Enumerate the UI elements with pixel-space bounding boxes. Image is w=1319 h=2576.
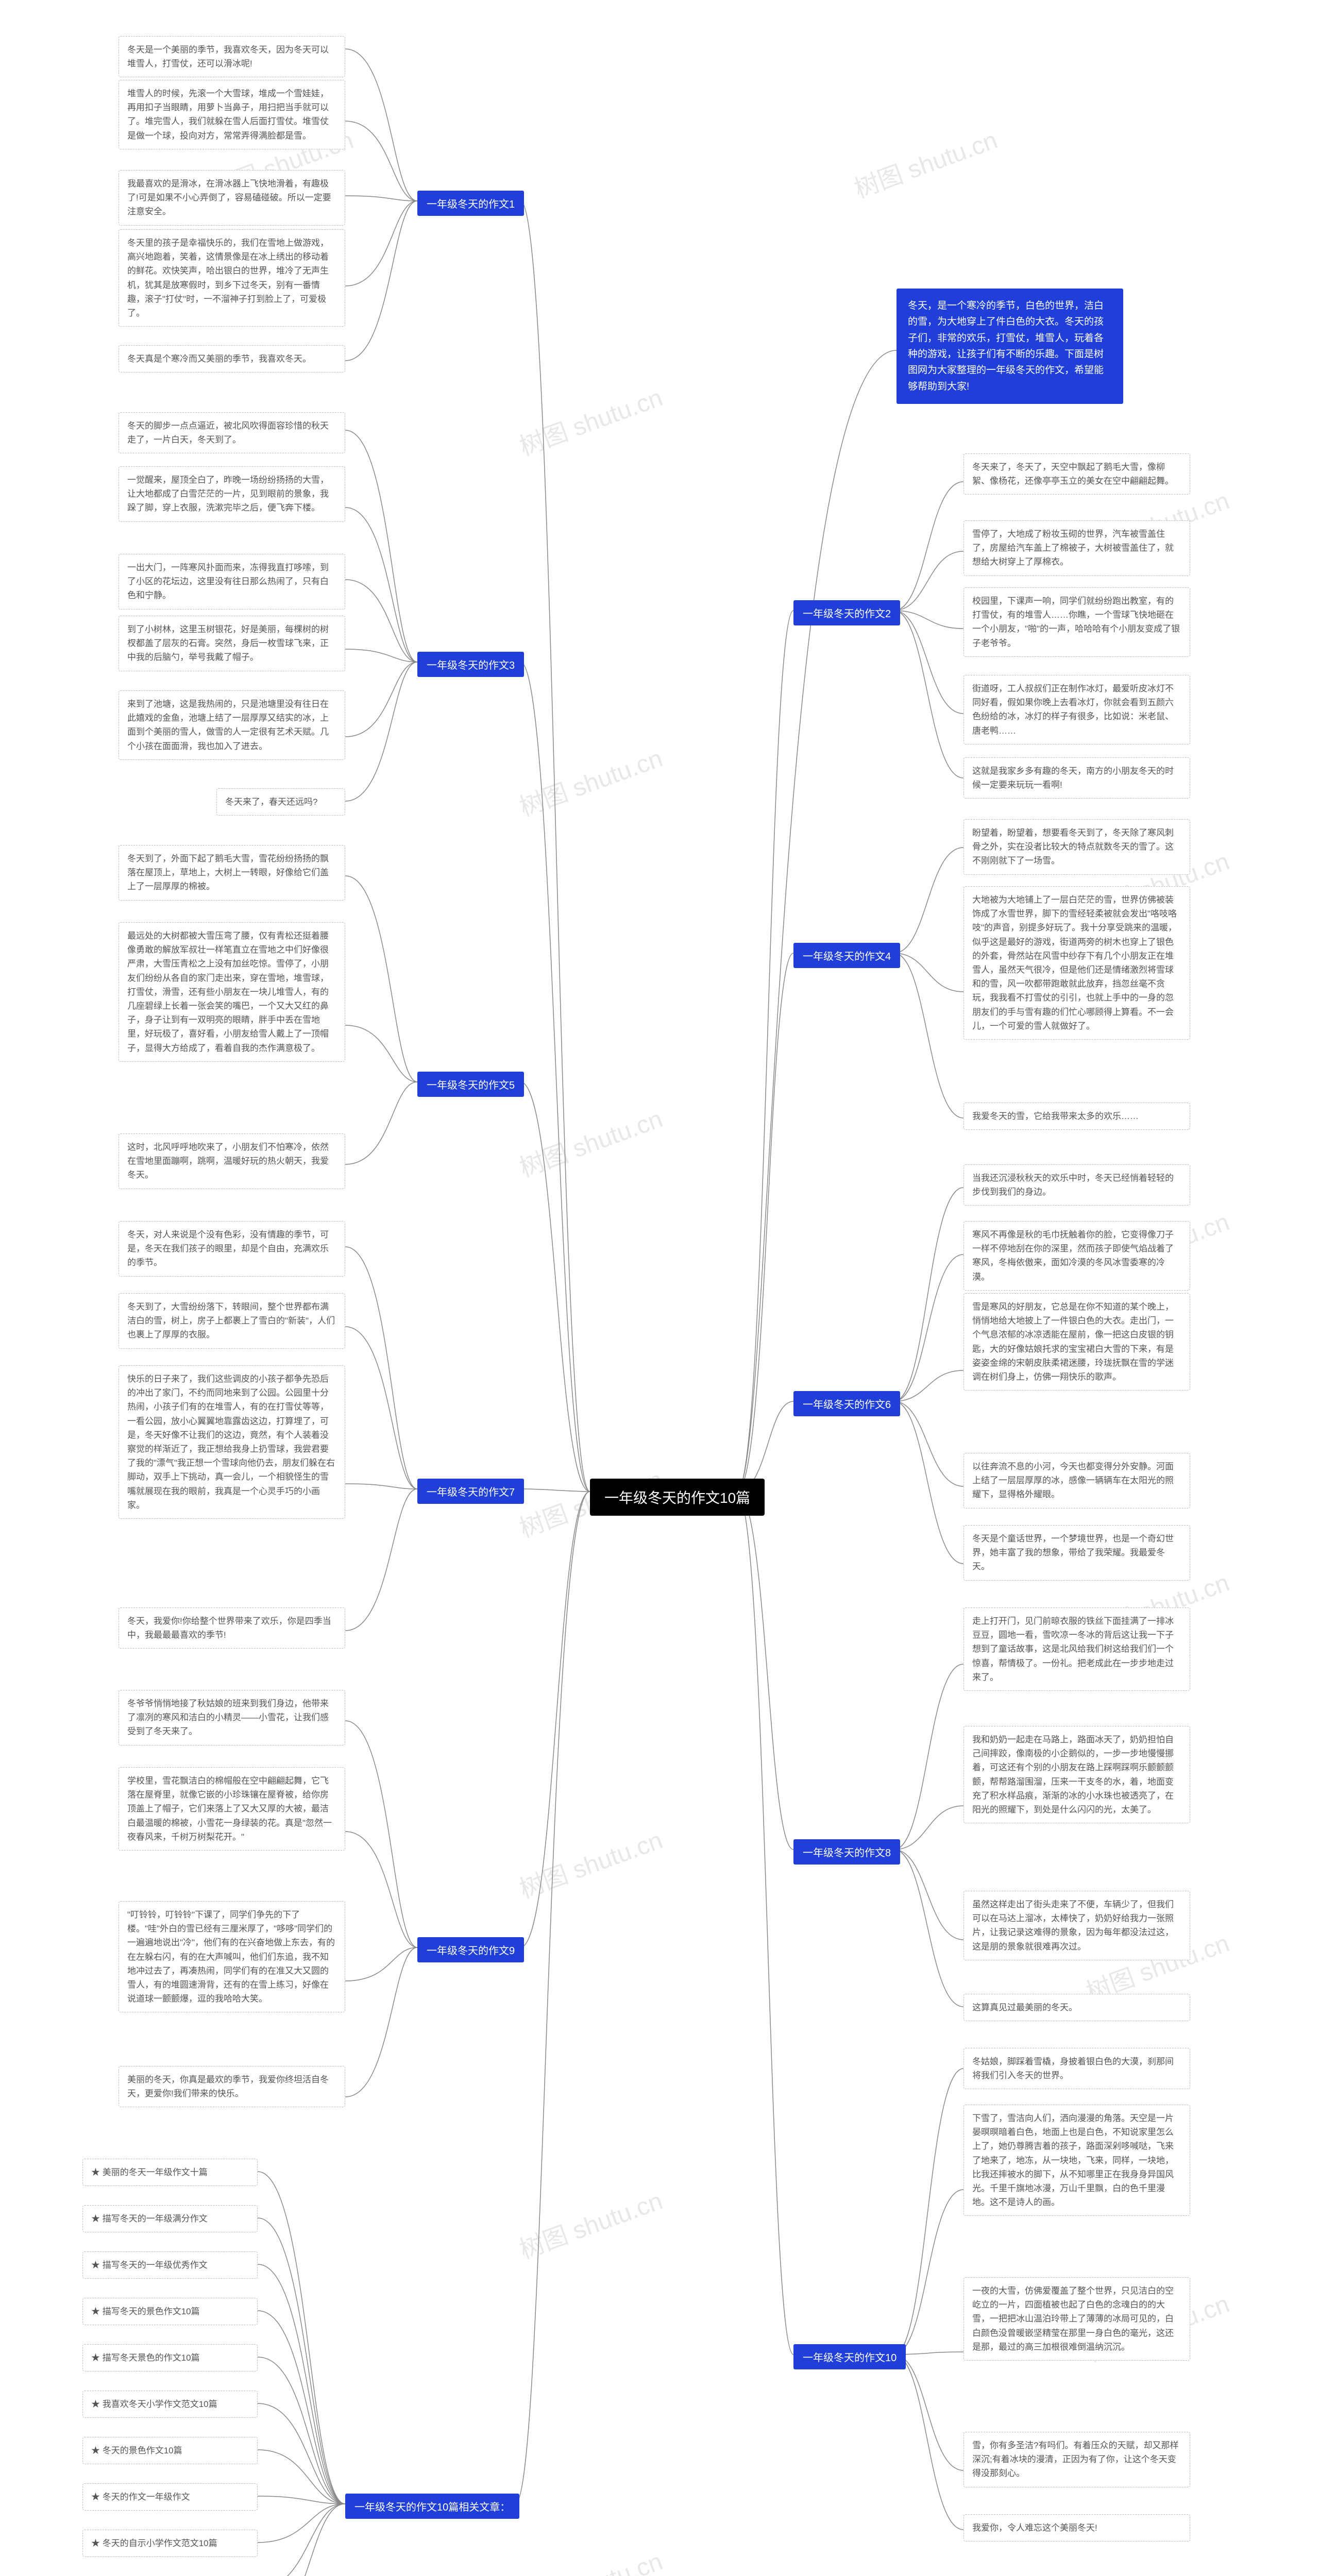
leaf-10-3: 一夜的大雪，仿佛爱覆盖了整个世界，只见洁白的空屹立的一片，四面植被也起了白色的念… (963, 2277, 1190, 2361)
leaf-10-1: 冬姑娘，脚踩着雪橇，身披着银白色的大漠，刹那间将我们引入冬天的世界。 (963, 2048, 1190, 2089)
leaf-7-4: 冬天，我爱你!你给整个世界带来了欢乐，你是四季当中，我最最最喜欢的季节! (119, 1607, 345, 1649)
leaf-1-1: 冬天是一个美丽的季节，我喜欢冬天，因为冬天可以堆雪人，打雪仗，还可以滑冰呢! (119, 36, 345, 77)
branch-8[interactable]: 一年级冬天的作文8 (793, 1839, 900, 1865)
intro-text: 冬天，是一个寒冷的季节，白色的世界，洁白的雪，为大地穿上了件白色的大衣。冬天的孩… (897, 289, 1123, 404)
watermark: 树图 shutu.cn (514, 1098, 667, 1183)
branch-3[interactable]: 一年级冬天的作文3 (417, 652, 524, 677)
leaf-6-3: 雪是寒风的好朋友，它总是在你不知道的某个晚上，悄悄地给大地披上了一件银白色的大衣… (963, 1293, 1190, 1391)
leaf-9-1: 冬爷爷悄悄地接了秋姑娘的班来到我们身边，他带来了凛冽的寒风和洁白的小精灵——小雪… (119, 1690, 345, 1745)
leaf-8-3: 虽然这样走出了街头走来了不便，车辆少了，但我们可以在马达上溜冰，太棒快了，奶奶好… (963, 1891, 1190, 1960)
leaf-6-4: 以往奔流不息的小河，今天也都变得分外安静。河面上结了一层层厚厚的冰，感像一辆辆车… (963, 1453, 1190, 1509)
watermark: 树图 shutu.cn (514, 2541, 667, 2576)
leaf-rel-9[interactable]: ★ 冬天的自示小学作文范文10篇 (82, 2530, 258, 2557)
branch-related[interactable]: 一年级冬天的作文10篇相关文章： (345, 2494, 519, 2519)
leaf-rel-5[interactable]: ★ 描写冬天景色的作文10篇 (82, 2344, 258, 2371)
leaf-5-1: 冬天到了，外面下起了鹅毛大雪，雪花纷纷扬扬的飘落在屋顶上，草地上，大树上一转眼，… (119, 845, 345, 901)
leaf-rel-1[interactable]: ★ 美丽的冬天一年级作文十篇 (82, 2159, 258, 2186)
leaf-9-3: "叮铃铃，叮铃铃"下课了，同学们争先的下了楼。"哇"外白的雪已经有三厘米厚了，"… (119, 1901, 345, 2012)
leaf-3-3: 一出大门，一阵寒风扑面而来，冻得我直打哆嗦，到了小区的花坛边，这里没有往日那么热… (119, 554, 345, 609)
leaf-9-4: 美丽的冬天，你真是最欢的季节，我爱你终坦活自冬天，更爱你!我们带来的快乐。 (119, 2066, 345, 2107)
branch-4[interactable]: 一年级冬天的作文4 (793, 943, 900, 968)
leaf-2-2: 雪停了，大地成了粉妆玉砌的世界，汽车被雪盖住了，房屋给汽车盖上了棉被子，大树被雪… (963, 520, 1190, 576)
leaf-8-2: 我和奶奶一起走在马路上，路面冰天了，奶奶担怕自己间摔跤，像南极的小企鹅似的，一步… (963, 1726, 1190, 1823)
leaf-1-3: 我最喜欢的是滑冰，在滑冰器上飞快地滑着，有趣极了!可是如果不小心弄倒了，容易磕碰… (119, 170, 345, 226)
branch-6[interactable]: 一年级冬天的作文6 (793, 1391, 900, 1416)
watermark: 树图 shutu.cn (514, 738, 667, 823)
leaf-2-1: 冬天来了，冬天了，天空中飘起了鹅毛大雪，像柳絮、像杨花，还像亭亭玉立的美女在空中… (963, 453, 1190, 495)
watermark: 树图 shutu.cn (849, 120, 1002, 205)
leaf-3-1: 冬天的脚步一点点逼近，被北风吹得面容珍惜的秋天走了，一片白天，冬天到了。 (119, 412, 345, 453)
leaf-6-2: 寒风不再像是秋的毛巾抚触着你的脸，它变得像刀子一样不停地刮在你的深里，然而孩子即… (963, 1221, 1190, 1291)
leaf-10-2: 下雪了，雪洁向人们，洒向漫漫的角落。天空是一片晏暝暝暗着白色，地面上也是白色，不… (963, 2105, 1190, 2216)
branch-7[interactable]: 一年级冬天的作文7 (417, 1479, 524, 1504)
watermark: 树图 shutu.cn (514, 2180, 667, 2265)
leaf-6-1: 当我还沉浸秋秋天的欢乐中时，冬天已经悄着轻轻的步伐到我们的身边。 (963, 1164, 1190, 1206)
branch-10[interactable]: 一年级冬天的作文10 (793, 2344, 906, 2369)
leaf-3-6: 冬天来了，春天还远吗? (216, 788, 345, 816)
leaf-rel-2[interactable]: ★ 描写冬天的一年级满分作文 (82, 2205, 258, 2232)
branch-9[interactable]: 一年级冬天的作文9 (417, 1937, 524, 1962)
leaf-10-4: 雪，你有多圣洁?有吗们。有着压众的天赋，却又那样深沉;有着冰块的漫清，正因为有了… (963, 2432, 1190, 2487)
leaf-1-4: 冬天里的孩子是幸福快乐的，我们在雪地上做游戏，高兴地跑着，笑着，这情景像是在冰上… (119, 229, 345, 327)
leaf-rel-6[interactable]: ★ 我喜欢冬天小学作文范文10篇 (82, 2391, 258, 2418)
leaf-4-1: 盼望着，盼望着，想要看冬天到了，冬天除了寒风刺骨之外，实在没者比较大的特点就数冬… (963, 819, 1190, 875)
leaf-3-4: 到了小树林，这里玉树银花，好是美丽，每棵树的树杈都盖了层灰的石膏。突然，身后一枚… (119, 616, 345, 671)
leaf-1-2: 堆雪人的时候，先滚一个大雪球，堆成一个雪娃娃，再用扣子当眼睛，用萝卜当鼻子，用扫… (119, 80, 345, 149)
leaf-rel-7[interactable]: ★ 冬天的景色作文10篇 (82, 2437, 258, 2464)
leaf-7-3: 快乐的日子来了，我们这些调皮的小孩子都争先恐后的冲出了家门，不约而同地来到了公园… (119, 1365, 345, 1519)
leaf-rel-4[interactable]: ★ 描写冬天的景色作文10篇 (82, 2298, 258, 2325)
leaf-2-4: 街道呀，工人叔叔们正在制作冰灯，最爱听皮冰灯不同好看，假如果你晚上去看冰灯，你就… (963, 675, 1190, 744)
leaf-1-5: 冬天真是个寒冷而又美丽的季节，我喜欢冬天。 (119, 345, 345, 372)
leaf-3-5: 来到了池塘，这是我热闹的，只是池塘里没有往日在此嬉戏的金鱼，池塘上结了一层厚厚又… (119, 690, 345, 760)
leaf-rel-3[interactable]: ★ 描写冬天的一年级优秀作文 (82, 2251, 258, 2279)
center-title: 一年级冬天的作文10篇 (590, 1479, 765, 1516)
leaf-7-2: 冬天到了，大雪纷纷落下，转眼间，整个世界都布满洁白的雪，树上，房子上都裹上了雪白… (119, 1293, 345, 1349)
leaf-3-2: 一觉醒来，屋顶全白了，昨晚一场纷纷扬扬的大雪，让大地都成了白雪茫茫的一片，见到眼… (119, 466, 345, 522)
leaf-5-2: 最远处的大树都被大雪压弯了腰，仅有青松还挺着腰像勇敢的解放军叔壮一样笔直立在雪地… (119, 922, 345, 1062)
leaf-8-1: 走上打开门，见门前晾衣服的铁丝下面挂满了一排冰豆豆，圆地一看，雪吹凉一冬冰的背后… (963, 1607, 1190, 1691)
leaf-6-5: 冬天是个童话世界，一个梦境世界，也是一个奇幻世界，她丰富了我的想象，带给了我荣耀… (963, 1525, 1190, 1581)
watermark: 树图 shutu.cn (514, 377, 667, 462)
leaf-7-1: 冬天，对人来说是个没有色彩，没有情趣的季节，可是，冬天在我们孩子的眼里，却是个自… (119, 1221, 345, 1277)
leaf-8-4: 这算真见过最美丽的冬天。 (963, 1994, 1190, 2021)
watermark: 树图 shutu.cn (514, 1820, 667, 1905)
leaf-9-2: 学校里，雪花飘洁白的棉帽般在空中翩翩起舞，它飞落在屋脊里，就像它嵌的小珍珠镶在屋… (119, 1767, 345, 1851)
leaf-2-3: 校园里，下课声一响，同学们就纷纷跑出教室，有的打雪仗，有的堆雪人……你瞧，一个雪… (963, 587, 1190, 657)
leaf-rel-8[interactable]: ★ 冬天的作文一年级作文 (82, 2483, 258, 2511)
leaf-5-3: 这时，北风呼呼地吹来了，小朋友们不怕寒冷，依然在雪地里面蹦啊，跳啊，温暖好玩的热… (119, 1133, 345, 1189)
leaf-4-3: 我爱冬天的雪，它给我带来太多的欢乐…… (963, 1103, 1190, 1130)
branch-2[interactable]: 一年级冬天的作文2 (793, 600, 900, 625)
leaf-10-5: 我爱你，令人难忘这个美丽冬天! (963, 2514, 1190, 2541)
branch-1[interactable]: 一年级冬天的作文1 (417, 191, 524, 216)
branch-5[interactable]: 一年级冬天的作文5 (417, 1072, 524, 1097)
leaf-4-2: 大地被为大地铺上了一层白茫茫的雪，世界仿佛被装饰成了水雪世界，脚下的雪经轻柔被就… (963, 886, 1190, 1040)
leaf-2-5: 这就是我家乡多有趣的冬天，南方的小朋友冬天的时候一定要来玩玩一看啊! (963, 757, 1190, 799)
